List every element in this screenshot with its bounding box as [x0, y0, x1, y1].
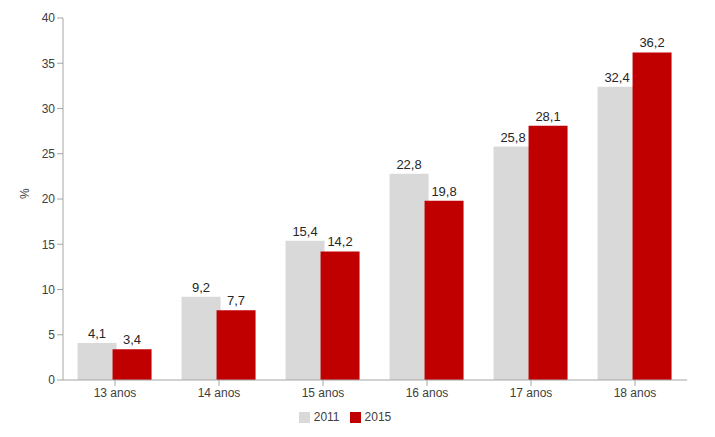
svg-text:19,8: 19,8 [431, 184, 456, 199]
svg-text:40: 40 [42, 11, 56, 25]
svg-text:4,1: 4,1 [88, 326, 106, 341]
svg-text:22,8: 22,8 [396, 157, 421, 172]
svg-text:0: 0 [48, 373, 55, 387]
svg-text:13 anos: 13 anos [94, 386, 137, 400]
svg-text:20: 20 [42, 192, 56, 206]
svg-text:32,4: 32,4 [604, 70, 629, 85]
svg-text:25: 25 [42, 147, 56, 161]
svg-text:15 anos: 15 anos [302, 386, 345, 400]
svg-text:25,8: 25,8 [500, 130, 525, 145]
svg-text:18 anos: 18 anos [614, 386, 657, 400]
svg-text:10: 10 [42, 283, 56, 297]
svg-text:14 anos: 14 anos [198, 386, 241, 400]
svg-text:15: 15 [42, 238, 56, 252]
svg-text:17 anos: 17 anos [510, 386, 553, 400]
svg-text:7,7: 7,7 [227, 293, 245, 308]
html-text:2015: 2015 [364, 410, 392, 424]
svg-text:36,2: 36,2 [639, 35, 664, 50]
svg-text:9,2: 9,2 [192, 280, 210, 295]
svg-text:15,4: 15,4 [292, 224, 317, 239]
svg-text:28,1: 28,1 [535, 109, 560, 124]
svg-text:16 anos: 16 anos [406, 386, 449, 400]
svg-text:%: % [18, 188, 32, 199]
svg-text:14,2: 14,2 [327, 234, 352, 249]
svg-text:30: 30 [42, 102, 56, 116]
svg-text:3,4: 3,4 [123, 332, 141, 347]
svg-text:35: 35 [42, 57, 56, 71]
svg-text:5: 5 [48, 328, 55, 342]
html-text:2011: 2011 [313, 410, 340, 424]
